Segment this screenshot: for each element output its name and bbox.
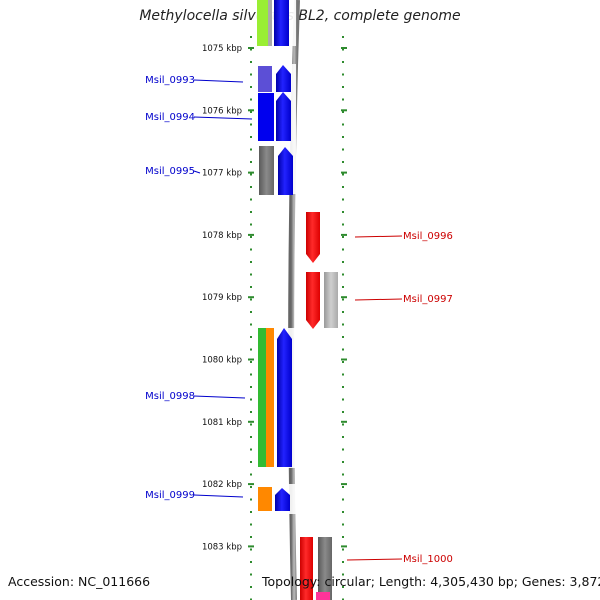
gene-label-left[interactable]: Msil_0998 [145,391,195,402]
feature-msil-0997-red [306,272,320,329]
gene-leader-line [193,395,246,399]
tick-track-left [250,36,252,600]
gene-leader-line [193,79,244,83]
feature-msil-0995-a [259,146,274,195]
kbp-label: 1075 kbp [202,44,242,54]
gene-leader-line [346,558,403,561]
major-tick-right [341,296,347,299]
kbp-label: 1083 kbp [202,542,242,552]
feature-green-top [257,0,269,46]
major-tick-left [248,358,254,361]
major-tick-right [341,545,347,548]
gene-label-left[interactable]: Msil_0999 [145,490,195,501]
kbp-label: 1076 kbp [202,106,242,116]
feature-pink-bottom [316,592,330,600]
major-tick-right [341,483,347,486]
accession-text: Accession: NC_011666 [8,574,151,589]
gene-label-right[interactable]: Msil_0996 [403,231,453,242]
major-tick-right [341,171,347,174]
feature-msil-1000-red [300,537,313,600]
major-tick-right [341,47,347,49]
genome-title: Methylocella silvestris BL2, complete ge… [139,8,461,24]
feature-msil-1000-grey [318,537,332,600]
major-tick-left [248,545,254,548]
feature-msil-0993-b [276,65,291,92]
major-tick-right [341,109,347,112]
gene-leader-line [193,170,201,174]
feature-msil-0998-green [258,328,266,467]
major-tick-left [248,47,254,49]
major-tick-left [248,296,254,299]
gene-leader-line [354,298,403,301]
major-tick-right [341,420,347,423]
gene-label-left[interactable]: Msil_0994 [145,112,195,123]
gene-labels: Msil_0993 Msil_0994 Msil_0995 Msil_0998 Msil… [145,75,453,565]
tick-track-right [342,36,344,600]
gene-leader-line [193,494,244,498]
gene-label-left[interactable]: Msil_0993 [145,75,195,86]
major-tick-right [341,233,347,236]
gene-label-right[interactable]: Msil_1000 [403,554,453,565]
kbp-label: 1078 kbp [202,231,242,241]
kbp-label: 1077 kbp [202,169,242,179]
feature-grey-top [268,0,272,46]
gene-leader-line [193,116,253,120]
major-tick-left [248,483,254,486]
feature-msil-0994-a [258,93,274,141]
kbp-label: 1082 kbp [202,480,242,490]
kbp-label: 1081 kbp [202,418,242,428]
major-tick-left [248,171,254,174]
feature-msil-0998-blue [277,328,292,467]
topology-text: Topology: circular; Length: 4,305,430 bp… [262,574,600,589]
feature-msil-0999-orange [258,487,272,511]
feature-blue-top [274,0,289,46]
feature-msil-0993-a [258,66,272,92]
kbp-label: 1080 kbp [202,356,242,366]
feature-msil-0997-grey [324,272,338,328]
kbp-label: 1079 kbp [202,293,242,303]
major-tick-left [248,420,254,423]
feature-msil-0994-b [276,92,291,141]
gene-label-left[interactable]: Msil_0995 [145,166,195,177]
feature-msil-0998-orange [266,328,274,467]
kbp-axis: 1075 kbp 1076 kbp 1077 kbp 1078 kbp 1079 kbp… [202,44,347,552]
gene-leader-line [354,235,403,238]
major-tick-right [341,358,347,361]
gene-label-right[interactable]: Msil_0997 [403,294,453,305]
feature-msil-0995-b [278,147,293,195]
feature-msil-0996 [306,212,320,263]
major-tick-left [248,233,254,236]
major-tick-left [248,109,254,112]
feature-msil-0999-blue [275,488,290,511]
